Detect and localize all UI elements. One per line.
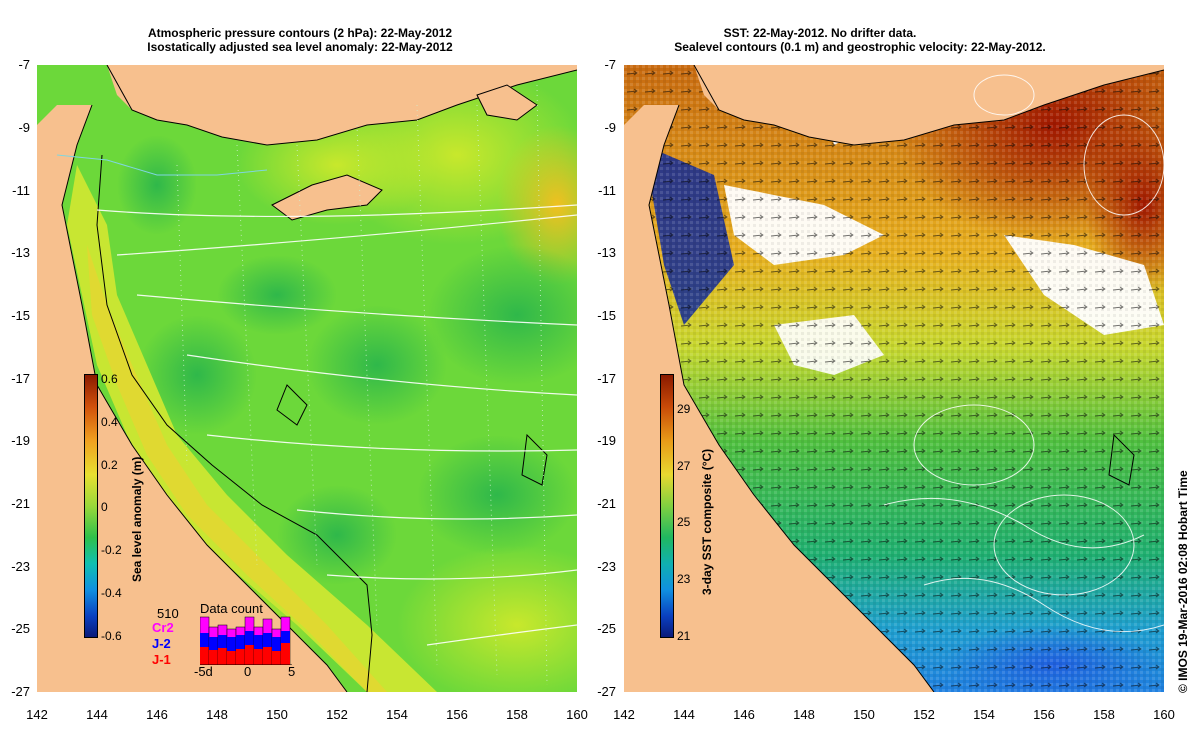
- left-lon-tick: 158: [506, 707, 528, 722]
- left-lon-tick: 156: [446, 707, 468, 722]
- data-count-xtick: 5: [288, 664, 296, 679]
- right-title-line2: Sealevel contours (0.1 m) and geostrophi…: [674, 40, 1046, 54]
- right-lon-tick: 154: [973, 707, 995, 722]
- left-lat-tick: -23: [11, 559, 30, 574]
- left-lat-tick: -7: [18, 57, 30, 72]
- sst-colorbar-tick: 27: [677, 459, 691, 473]
- right-lat-tick: -13: [597, 245, 616, 260]
- left-lat-tick: -11: [12, 183, 30, 198]
- sea-level-colorbar-tick: 0.4: [101, 415, 118, 429]
- left-lon-tick: 146: [146, 707, 168, 722]
- sea-level-colorbar-tick: -0.2: [101, 543, 122, 557]
- sst-colorbar-tick: 21: [677, 629, 691, 643]
- right-lat-tick: -27: [597, 684, 616, 699]
- sst-colorbar-tick: 25: [677, 515, 691, 529]
- data-count-title: Data count: [200, 601, 263, 616]
- left-lon-tick: 154: [386, 707, 408, 722]
- left-lat-tick: -25: [11, 621, 30, 636]
- sea-level-colorbar-tick: -0.6: [101, 629, 122, 643]
- sea-level-colorbar-tick: 0: [101, 500, 108, 514]
- data-count-xtick: -5d: [194, 664, 213, 679]
- right-lat-tick: -7: [604, 57, 616, 72]
- sea-level-colorbar: [84, 374, 98, 638]
- left-lat-tick: -17: [11, 371, 30, 386]
- sea-level-colorbar-tick: 0.2: [101, 458, 118, 472]
- left-title-line1: Atmospheric pressure contours (2 hPa): 2…: [147, 26, 453, 40]
- left-lat-tick: -9: [18, 120, 30, 135]
- right-lat-tick: -19: [597, 433, 616, 448]
- data-count-series-j2: J-2: [152, 636, 171, 651]
- right-lat-tick: -11: [598, 183, 616, 198]
- right-lat-tick: -23: [597, 559, 616, 574]
- left-lat-tick: -27: [11, 684, 30, 699]
- right-lat-tick: -25: [597, 621, 616, 636]
- sst-map: [624, 65, 1164, 692]
- data-count-xtick: 0: [244, 664, 252, 679]
- left-lat-tick: -21: [11, 496, 30, 511]
- left-lon-tick: 150: [266, 707, 288, 722]
- left-lat-tick: -15: [11, 308, 30, 323]
- right-lat-tick: -17: [597, 371, 616, 386]
- right-title-line1: SST: 22-May-2012. No drifter data.: [723, 26, 917, 40]
- left-lon-tick: 144: [86, 707, 108, 722]
- data-count-series-j1: J-1: [152, 652, 171, 667]
- right-map[interactable]: [624, 65, 1164, 692]
- right-lon-tick: 156: [1033, 707, 1055, 722]
- data-count-total: 510: [157, 606, 179, 621]
- right-lon-tick: 152: [913, 707, 935, 722]
- right-lon-tick: 148: [793, 707, 815, 722]
- data-count-series-cr2: Cr2: [152, 620, 174, 635]
- left-lat-tick: -13: [11, 245, 30, 260]
- left-title-line2: Isostatically adjusted sea level anomaly…: [147, 40, 453, 54]
- left-lon-tick: 160: [566, 707, 588, 722]
- right-lat-tick: -15: [597, 308, 616, 323]
- left-lon-tick: 142: [26, 707, 48, 722]
- sst-colorbar: [660, 374, 674, 638]
- copyright-notice: © IMOS 19-Mar-2016 02:08 Hobart Time: [1176, 470, 1190, 693]
- right-lon-tick: 144: [673, 707, 695, 722]
- sst-colorbar-tick: 29: [677, 402, 691, 416]
- left-lon-tick: 148: [206, 707, 228, 722]
- right-lon-tick: 142: [613, 707, 635, 722]
- sst-colorbar-tick: 23: [677, 572, 691, 586]
- right-lon-tick: 146: [733, 707, 755, 722]
- data-count-histogram: [200, 616, 292, 665]
- sea-level-colorbar-tick: -0.4: [101, 586, 122, 600]
- sea-level-colorbar-tick: 0.6: [101, 372, 118, 386]
- left-lon-tick: 152: [326, 707, 348, 722]
- right-lon-tick: 158: [1093, 707, 1115, 722]
- right-lat-tick: -21: [597, 496, 616, 511]
- right-lat-tick: -9: [604, 120, 616, 135]
- sea-level-colorbar-label: Sea level anomaly (m): [130, 456, 144, 582]
- left-lat-tick: -19: [11, 433, 30, 448]
- right-lon-tick: 150: [853, 707, 875, 722]
- sst-colorbar-label: 3-day SST composite (°C): [700, 448, 714, 595]
- right-lon-tick: 160: [1153, 707, 1175, 722]
